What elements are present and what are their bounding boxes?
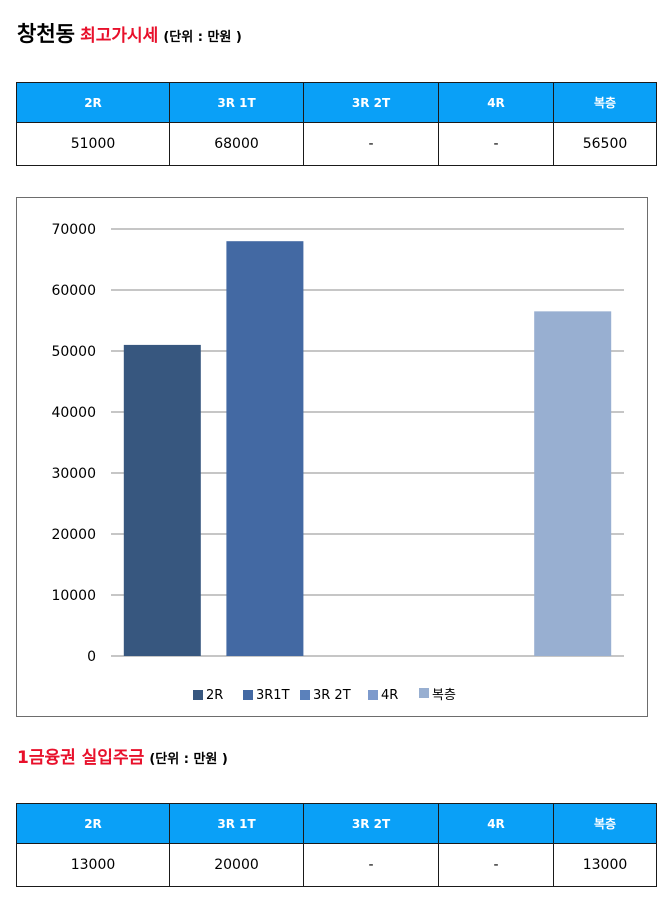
- section1-subtitle: 최고가시세: [80, 26, 159, 46]
- legend-label: 4R: [381, 688, 398, 703]
- price-bar-chart: 0 10000 20000 30000 40000 50000 60000 70000 2R 3R…: [16, 197, 648, 717]
- chart-canvas: 0 10000 20000 30000 40000 50000 60000 70000 2R 3R…: [51, 222, 624, 703]
- bar-4: [534, 311, 612, 656]
- value-duplex: 13000: [553, 843, 657, 887]
- value-2r: 13000: [16, 843, 170, 887]
- value-4r: -: [438, 122, 554, 166]
- value-3r-1t: 20000: [169, 843, 304, 887]
- header-4r: 4R: [438, 82, 554, 123]
- value-3r-1t: 68000: [169, 122, 304, 166]
- bar-0: [123, 344, 201, 656]
- value-3r-2t: -: [303, 122, 439, 166]
- legend-label: 복층: [432, 688, 456, 703]
- section2-heading: 1금융권 실입주금 (단위 : 만원 ): [17, 743, 228, 768]
- y-tick-label: 30000: [51, 466, 96, 482]
- price-table: 2R 3R 1T 3R 2T 4R 복층 51000 68000 - - 565…: [16, 82, 657, 166]
- value-2r: 51000: [16, 122, 170, 166]
- y-tick-label: 10000: [51, 588, 96, 604]
- header-3r-1t: 3R 1T: [169, 82, 304, 123]
- move-in-cost-table: 2R 3R 1T 3R 2T 4R 복층 13000 20000 - - 130…: [16, 803, 657, 887]
- value-4r: -: [438, 843, 554, 887]
- section1-heading: 창천동 최고가시세 (단위 : 만원 ): [17, 18, 242, 48]
- table-row: 51000 68000 - - 56500: [16, 122, 657, 166]
- legend-swatch: [300, 690, 310, 700]
- header-4r: 4R: [438, 803, 554, 844]
- header-2r: 2R: [16, 803, 170, 844]
- header-3r-1t: 3R 1T: [169, 803, 304, 844]
- header-duplex: 복층: [553, 803, 657, 844]
- header-2r: 2R: [16, 82, 170, 123]
- legend-label: 3R1T: [256, 688, 290, 703]
- section1-title: 창천동: [17, 22, 75, 46]
- table-row: 13000 20000 - - 13000: [16, 843, 657, 887]
- y-tick-label: 20000: [51, 527, 96, 543]
- table-header-row: 2R 3R 1T 3R 2T 4R 복층: [16, 82, 657, 123]
- legend-label: 2R: [206, 688, 223, 703]
- legend-swatch: [419, 688, 429, 698]
- section2-title: 1금융권 실입주금: [17, 748, 145, 768]
- section2-unit: (단위 : 만원 ): [149, 752, 228, 767]
- value-3r-2t: -: [303, 843, 439, 887]
- legend-swatch: [243, 690, 253, 700]
- table-header-row: 2R 3R 1T 3R 2T 4R 복층: [16, 803, 657, 844]
- y-tick-label: 70000: [51, 222, 96, 238]
- legend-swatch: [368, 690, 378, 700]
- legend-label: 3R 2T: [313, 688, 351, 703]
- header-duplex: 복층: [553, 82, 657, 123]
- section1-unit: (단위 : 만원 ): [163, 30, 242, 45]
- y-tick-label: 50000: [51, 344, 96, 360]
- y-tick-label: 60000: [51, 283, 96, 299]
- legend-swatch: [193, 690, 203, 700]
- value-duplex: 56500: [553, 122, 657, 166]
- y-tick-label: 40000: [51, 405, 96, 421]
- bar-1: [226, 241, 304, 656]
- header-3r-2t: 3R 2T: [303, 82, 439, 123]
- y-tick-label: 0: [87, 649, 96, 665]
- header-3r-2t: 3R 2T: [303, 803, 439, 844]
